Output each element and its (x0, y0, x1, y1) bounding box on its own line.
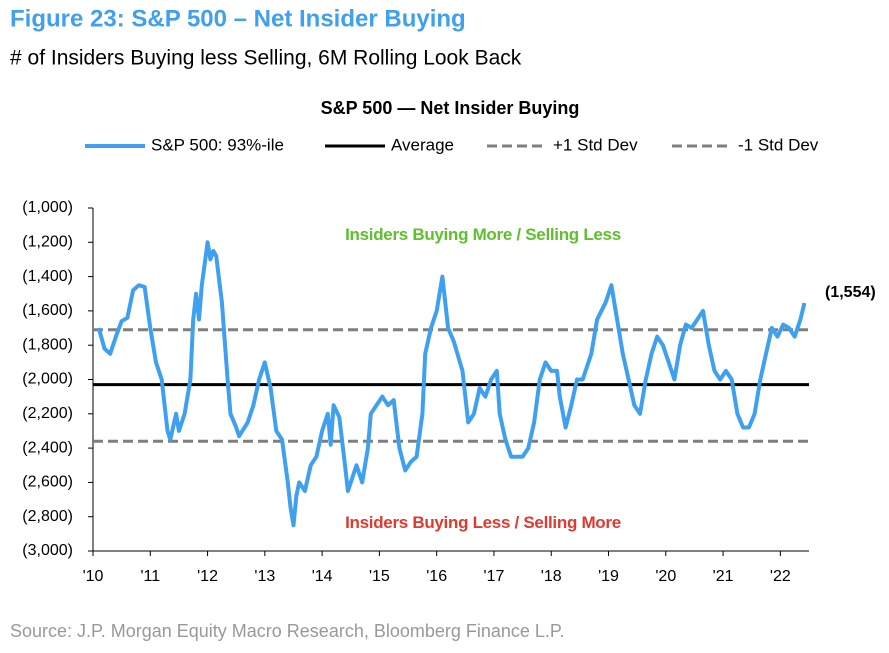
y-tick-label: (1,000) (22, 199, 73, 216)
x-tick-label: '19 (598, 568, 619, 585)
y-tick-label: (2,400) (22, 439, 73, 456)
annotation: Insiders Buying Less / Selling More (345, 513, 621, 532)
y-tick-label: (2,200) (22, 405, 73, 422)
x-tick-label: '17 (484, 568, 505, 585)
x-tick-label: '16 (426, 568, 447, 585)
x-tick-label: '14 (312, 568, 333, 585)
end-label: (1,554) (825, 284, 876, 301)
legend-label: -1 Std Dev (738, 135, 819, 154)
y-tick-label: (2,000) (22, 371, 73, 388)
legend-label: S&P 500: 93%-ile (151, 135, 284, 154)
y-tick-label: (2,600) (22, 474, 73, 491)
x-tick-label: '21 (713, 568, 734, 585)
subtitle: # of Insiders Buying less Selling, 6M Ro… (10, 47, 522, 70)
annotation: Insiders Buying More / Selling Less (345, 225, 621, 244)
source: Source: J.P. Morgan Equity Macro Researc… (10, 621, 565, 641)
legend-label: +1 Std Dev (553, 135, 638, 154)
chart-title: S&P 500 — Net Insider Buying (321, 98, 580, 118)
y-tick-label: (1,200) (22, 234, 73, 251)
y-tick-label: (2,800) (22, 508, 73, 525)
x-tick-label: '20 (655, 568, 676, 585)
y-tick-label: (1,800) (22, 336, 73, 353)
figure-title: Figure 23: S&P 500 – Net Insider Buying (10, 5, 466, 32)
y-tick-label: (3,000) (22, 542, 73, 559)
x-tick-label: '12 (197, 568, 218, 585)
x-tick-label: '15 (369, 568, 390, 585)
series-line (96, 240, 807, 528)
legend-label: Average (391, 135, 454, 154)
x-tick-label: '18 (541, 568, 562, 585)
y-tick-label: (1,600) (22, 302, 73, 319)
y-tick-label: (1,400) (22, 268, 73, 285)
x-tick-label: '13 (254, 568, 275, 585)
x-tick-label: '22 (770, 568, 791, 585)
x-tick-label: '11 (140, 568, 160, 585)
x-tick-label: '10 (83, 568, 104, 585)
